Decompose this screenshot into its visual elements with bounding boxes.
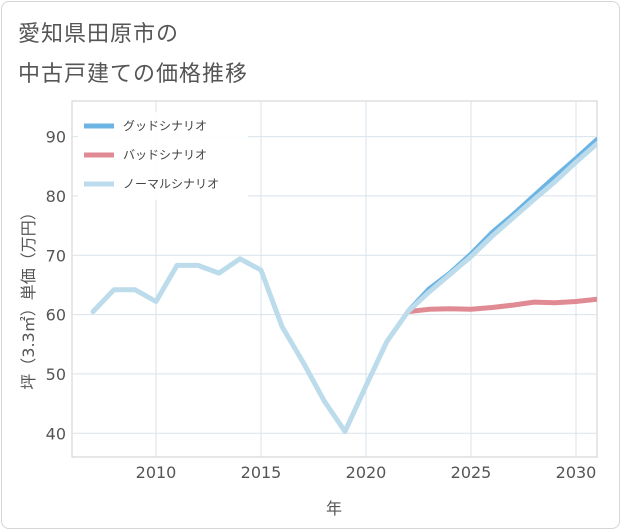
x-tick-label-2020: 2020 bbox=[346, 463, 387, 482]
legend-label-2: バッドシナリオ bbox=[123, 148, 207, 162]
chart-title-line2: 中古戸建ての価格推移 bbox=[18, 62, 249, 87]
legend-label-1: グッドシナリオ bbox=[123, 119, 207, 133]
x-tick-label-2015: 2015 bbox=[241, 463, 282, 482]
y-tick-label-60: 60 bbox=[46, 306, 66, 325]
x-tick-label-2025: 2025 bbox=[451, 463, 492, 482]
x-tick-label-2010: 2010 bbox=[136, 463, 177, 482]
y-tick-label-50: 50 bbox=[46, 365, 66, 384]
y-tick-label-90: 90 bbox=[46, 128, 66, 147]
gridlines bbox=[72, 101, 597, 457]
legend-label-3: ノーマルシナリオ bbox=[123, 177, 219, 191]
x-tick-label-2030: 2030 bbox=[556, 463, 597, 482]
chart-title-line1: 愛知県田原市の bbox=[18, 22, 180, 47]
series-line-3 bbox=[90, 141, 597, 434]
y-tick-label-80: 80 bbox=[46, 187, 66, 206]
x-axis-label: 年 bbox=[326, 499, 342, 518]
series-line-2 bbox=[405, 296, 597, 315]
tick-labels: 2010 2015 2020 2025 2030 40 50 60 70 80 90 bbox=[46, 128, 597, 482]
y-tick-label-70: 70 bbox=[46, 246, 66, 265]
series-lines bbox=[90, 137, 597, 434]
y-axis-label: 坪（3.3㎡）単価（万円） bbox=[19, 204, 38, 389]
y-tick-label-40: 40 bbox=[46, 424, 66, 443]
